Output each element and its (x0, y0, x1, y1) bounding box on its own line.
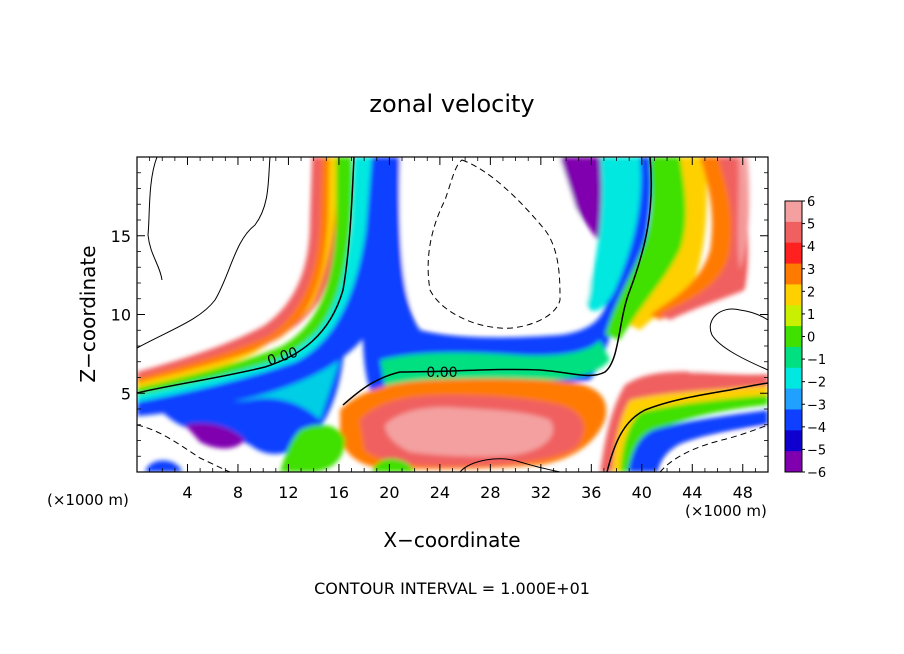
field-jet-green (137, 157, 353, 397)
colorbar-swatch (785, 242, 802, 265)
field-center-blue (362, 157, 651, 390)
x-tick-label: 20 (379, 483, 399, 502)
x-tick-label: 24 (430, 483, 450, 502)
colorbar-label: 3 (807, 263, 815, 278)
field-rightlow-blue (628, 410, 768, 472)
colorbar-swatch (785, 201, 802, 223)
field-jet-red (137, 157, 346, 382)
colorbar-label: −3 (807, 398, 826, 413)
x-tick-label: 40 (632, 483, 652, 502)
chart-title: zonal velocity (369, 90, 534, 118)
x-axis: 4 8 12 16 20 24 28 32 36 40 44 48 (149, 157, 756, 502)
y-tick-label: 5 (121, 384, 131, 403)
field-lowerleft-purple (185, 423, 245, 449)
field-center-lightcyan (380, 340, 610, 388)
colorbar-swatch (785, 305, 802, 327)
x-tick-label: 12 (278, 483, 298, 502)
colorbar-label: −1 (807, 353, 826, 368)
dashed-contour-center (427, 159, 561, 329)
colorbar-label: 1 (807, 308, 815, 323)
thin-contour-left-edge (147, 157, 163, 281)
x-tick-label: 28 (480, 483, 500, 502)
y-tick-label: 15 (111, 227, 131, 246)
colorbar-label: −5 (807, 443, 826, 458)
colorbar-swatch (785, 409, 802, 431)
field-center-white (400, 157, 591, 330)
thin-contour-upper-left (137, 157, 271, 349)
colorbar-swatch (785, 326, 802, 348)
field-center-purple (560, 157, 604, 240)
colorbar-swatch (785, 221, 802, 244)
colorbar-label: −6 (807, 466, 826, 481)
field-right-pink (737, 157, 750, 270)
colorbar-swatch (785, 263, 802, 285)
field-center-cyan (585, 157, 641, 311)
y-axis: 5 10 15 (111, 172, 768, 457)
zero-contour-left (137, 157, 355, 394)
field-lowermid-green (280, 424, 345, 472)
colorbar-swatch (785, 451, 802, 473)
colorbar-label: 0 (807, 331, 815, 346)
field-lowermid-pink (385, 407, 554, 457)
colorbar-label: 4 (807, 240, 815, 255)
colorbar-swatch (785, 388, 802, 410)
field-jet-cyan (137, 157, 372, 406)
x-axis-label: X−coordinate (383, 528, 520, 552)
colorbar-label: −4 (807, 421, 826, 436)
dashed-contour-lower-left (137, 424, 231, 472)
dashed-contour-lower-right (659, 424, 768, 472)
colorbar-label: −2 (807, 376, 826, 391)
colorbar-swatch (785, 284, 802, 306)
x-tick-label: 32 (531, 483, 551, 502)
x-tick-label: 44 (682, 483, 702, 502)
field-right-orange (650, 157, 736, 320)
colorbar-label: 5 (807, 218, 815, 233)
contour-label-middle: 0.00 (426, 365, 457, 381)
x-tick-label: 16 (329, 483, 349, 502)
contour-lines (137, 157, 768, 472)
field-jet-blue (137, 157, 395, 416)
thin-contour-lower-middle (459, 458, 561, 472)
contour-label-group: 0.00 0.00 (265, 345, 457, 381)
x-unit-right: (×1000 m) (685, 502, 767, 520)
field-upperleft-white (137, 157, 305, 360)
field-right-green (605, 157, 692, 340)
field-right-red (660, 157, 749, 320)
x-tick-label: 36 (581, 483, 601, 502)
field-bottom-blue-blob (145, 460, 182, 472)
colorbar-label: 2 (807, 285, 815, 300)
heatmap-field (137, 157, 768, 472)
colorbar-label: 6 (807, 195, 815, 210)
y-tick-label: 10 (111, 306, 131, 325)
y-axis-label: Z−coordinate (76, 245, 100, 382)
field-right-white (690, 157, 768, 372)
field-bottom-green-arch (372, 458, 414, 472)
colorbar-swatch (785, 430, 802, 452)
x-unit-left: (×1000 m) (47, 491, 129, 509)
thin-contour-right (709, 308, 768, 371)
field-lowerright-white (662, 427, 768, 472)
field-rightlow-green (620, 395, 768, 472)
colorbar: 6 5 4 3 2 1 0 −1 −2 −3 −4 −5 −6 (784, 195, 826, 481)
colorbar-swatch (785, 346, 802, 369)
x-tick-label: 48 (733, 483, 753, 502)
zero-contour-middle (342, 157, 653, 406)
contour-interval-note: CONTOUR INTERVAL = 1.000E+01 (314, 579, 590, 598)
field-jet-yellow (137, 157, 338, 390)
x-tick-label: 4 (182, 483, 192, 502)
zero-contour-right (606, 382, 768, 472)
colorbar-swatch (785, 367, 802, 390)
x-tick-label: 8 (233, 483, 243, 502)
